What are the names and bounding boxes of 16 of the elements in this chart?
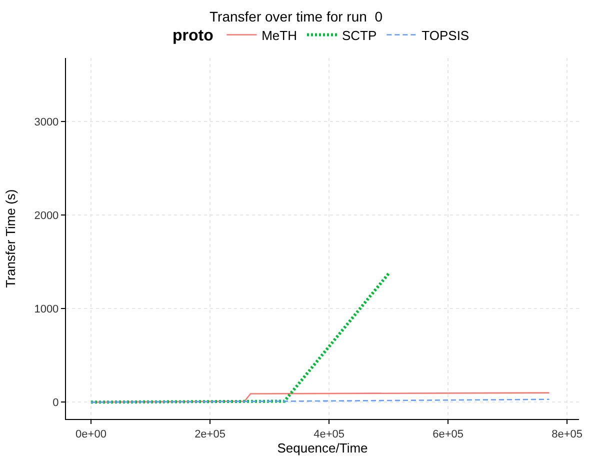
x-tick-label: 0e+00 [76, 428, 106, 440]
legend-label: MeTH [262, 28, 297, 43]
legend-label: SCTP [342, 28, 377, 43]
y-axis-title: Transfer Time (s) [3, 189, 18, 288]
chart-title: Transfer over time for run 0 [210, 8, 383, 24]
y-tick-label: 2000 [34, 210, 59, 222]
legend-label: TOPSIS [422, 28, 470, 43]
x-tick-label: 8e+05 [552, 428, 583, 440]
y-tick-label: 3000 [34, 116, 59, 128]
x-tick-label: 6e+05 [432, 428, 464, 440]
y-tick-label: 0 [52, 397, 59, 410]
legend-title: proto [172, 28, 214, 45]
y-tick-label: 1000 [34, 303, 59, 316]
x-tick-label: 2e+05 [194, 428, 226, 440]
x-tick-label: 4e+05 [314, 428, 345, 440]
x-axis-title: Sequence/Time [277, 440, 368, 456]
